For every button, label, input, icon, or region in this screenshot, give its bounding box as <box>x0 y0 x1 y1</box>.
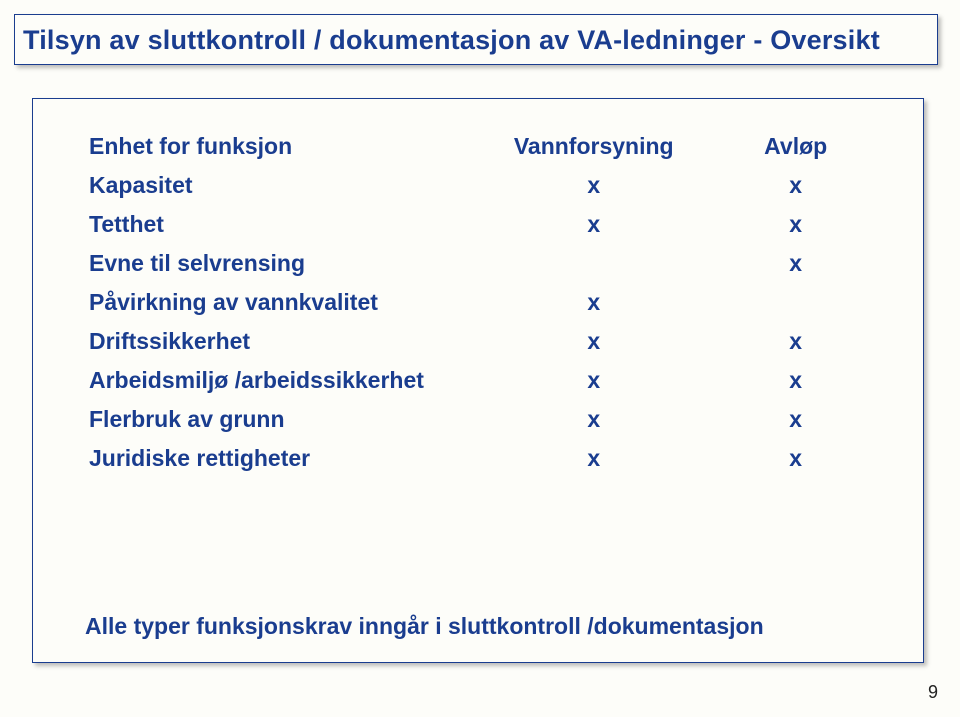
row-label: Juridiske rettigheter <box>85 439 481 478</box>
row-val-v: x <box>481 205 706 244</box>
row-val-v: x <box>481 400 706 439</box>
row-val-v: x <box>481 439 706 478</box>
row-val-a: x <box>706 400 885 439</box>
row-label: Påvirkning av vannkvalitet <box>85 283 481 322</box>
row-val-v <box>481 244 706 283</box>
row-val-a: x <box>706 361 885 400</box>
row-label: Kapasitet <box>85 166 481 205</box>
row-label: Driftssikkerhet <box>85 322 481 361</box>
row-val-a <box>706 283 885 322</box>
row-val-v: x <box>481 166 706 205</box>
footer-note: Alle typer funksjonskrav inngår i sluttk… <box>85 613 764 640</box>
row-val-a: x <box>706 205 885 244</box>
title-box: Tilsyn av sluttkontroll / dokumentasjon … <box>14 14 938 65</box>
table-row: Flerbruk av grunn x x <box>85 400 885 439</box>
table-row: Arbeidsmiljø /arbeidssikkerhet x x <box>85 361 885 400</box>
row-val-a: x <box>706 439 885 478</box>
header-col-avlop: Avløp <box>706 127 885 166</box>
table-row: Kapasitet x x <box>85 166 885 205</box>
page-title: Tilsyn av sluttkontroll / dokumentasjon … <box>23 25 923 56</box>
page-number: 9 <box>928 682 938 703</box>
row-label: Evne til selvrensing <box>85 244 481 283</box>
row-label: Flerbruk av grunn <box>85 400 481 439</box>
table-row: Juridiske rettigheter x x <box>85 439 885 478</box>
table-header-row: Enhet for funksjon Vannforsyning Avløp <box>85 127 885 166</box>
row-val-a: x <box>706 244 885 283</box>
content-box: Enhet for funksjon Vannforsyning Avløp K… <box>32 98 924 663</box>
row-label: Tetthet <box>85 205 481 244</box>
function-table: Enhet for funksjon Vannforsyning Avløp K… <box>85 127 885 478</box>
row-label: Arbeidsmiljø /arbeidssikkerhet <box>85 361 481 400</box>
header-label: Enhet for funksjon <box>85 127 481 166</box>
row-val-a: x <box>706 322 885 361</box>
row-val-a: x <box>706 166 885 205</box>
row-val-v: x <box>481 283 706 322</box>
table-row: Evne til selvrensing x <box>85 244 885 283</box>
table-row: Påvirkning av vannkvalitet x <box>85 283 885 322</box>
header-col-vannforsyning: Vannforsyning <box>481 127 706 166</box>
row-val-v: x <box>481 361 706 400</box>
table-row: Driftssikkerhet x x <box>85 322 885 361</box>
slide: Tilsyn av sluttkontroll / dokumentasjon … <box>0 0 960 717</box>
row-val-v: x <box>481 322 706 361</box>
table-row: Tetthet x x <box>85 205 885 244</box>
